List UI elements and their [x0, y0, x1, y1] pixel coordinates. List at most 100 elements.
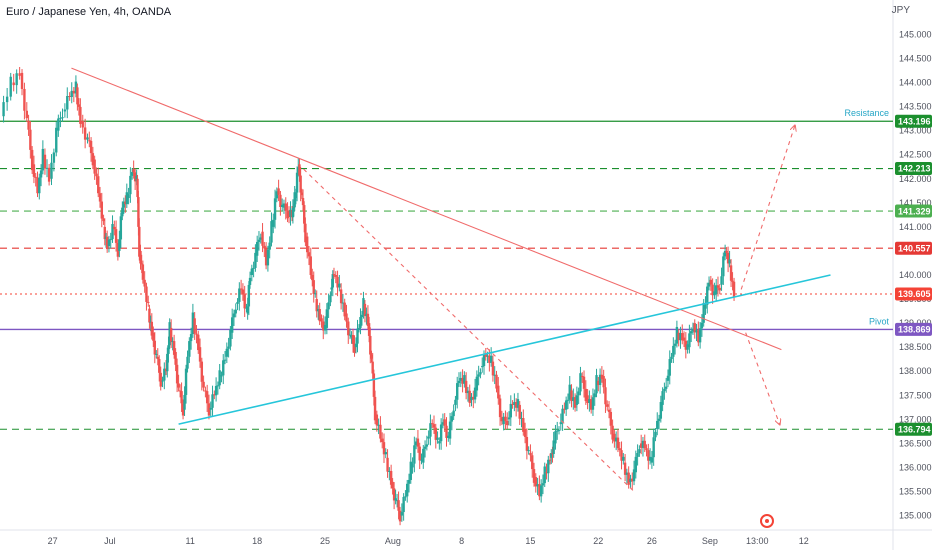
candle-body	[464, 380, 468, 394]
candle-body	[191, 312, 195, 335]
candle-body	[331, 274, 334, 288]
candle-body	[420, 459, 423, 461]
candle-body	[377, 424, 380, 426]
candle-body	[411, 463, 414, 468]
candle-body	[664, 386, 668, 389]
candle-body	[32, 164, 36, 177]
candle-body	[81, 121, 84, 128]
candle-body	[205, 391, 209, 404]
candle-body	[354, 343, 358, 348]
candle-body	[645, 448, 648, 451]
candle-body	[602, 376, 605, 388]
candle-body	[329, 295, 332, 303]
candle-body	[183, 394, 186, 410]
candle-body	[177, 383, 180, 388]
candle-body	[375, 414, 379, 426]
live-indicator-icon[interactable]	[760, 514, 774, 528]
y-tick-label: 144.500	[899, 53, 932, 63]
candle-body	[650, 457, 654, 463]
candle-body	[322, 321, 325, 331]
candle-body	[728, 259, 731, 264]
candle-body	[609, 411, 613, 426]
candle-body	[423, 446, 427, 449]
candle-body	[211, 394, 214, 408]
candle-body	[147, 301, 150, 303]
candle-body	[466, 390, 470, 394]
candle-body	[538, 484, 541, 497]
y-tick-label: 137.500	[899, 390, 932, 400]
candle-body	[43, 154, 47, 169]
candle-body	[119, 216, 123, 240]
x-tick-label: 11	[186, 536, 195, 546]
candle-body	[150, 321, 154, 336]
candle-body	[702, 302, 705, 323]
candle-body	[198, 347, 202, 362]
candle-body	[663, 388, 666, 392]
candle-body	[473, 387, 477, 400]
candle-body	[507, 417, 511, 420]
candle-body	[300, 192, 304, 196]
candle-body	[556, 430, 559, 432]
price-tag-level-141329	[895, 204, 932, 218]
candle-body	[684, 340, 688, 350]
candle-body	[357, 327, 361, 329]
candle-body	[454, 399, 457, 405]
candle-body	[434, 427, 437, 440]
candle-body	[320, 318, 323, 322]
candle-body	[666, 375, 670, 381]
candle-body	[45, 167, 49, 169]
candle-body	[431, 423, 434, 425]
candle-body	[391, 481, 394, 489]
candle-body	[5, 96, 9, 103]
candle-body	[436, 437, 439, 440]
candle-body	[586, 395, 589, 403]
candle-body	[529, 453, 532, 456]
y-tick-label: 142.000	[899, 174, 932, 184]
candle-body	[91, 153, 95, 166]
candle-body	[66, 96, 69, 110]
candle-body	[197, 334, 200, 351]
candle-body	[509, 403, 512, 418]
y-tick-label: 136.500	[899, 438, 932, 448]
candle-body	[432, 424, 436, 428]
candle-body	[275, 191, 279, 199]
candle-body	[548, 459, 552, 461]
candle-body	[325, 309, 329, 328]
candle-body	[121, 207, 124, 217]
candle-body	[178, 390, 182, 392]
candle-body	[209, 407, 212, 410]
candle-body	[657, 418, 661, 421]
candle-body	[557, 429, 561, 431]
candle-body	[268, 242, 271, 250]
candle-body	[243, 294, 246, 309]
candle-body	[122, 201, 126, 208]
price-tag-label: 142.213	[898, 164, 931, 174]
candle-body	[193, 318, 196, 334]
candle-body	[109, 239, 112, 241]
candle-body	[677, 332, 680, 341]
candle-body	[214, 385, 218, 396]
candle-body	[195, 333, 198, 335]
candle-body	[29, 129, 32, 150]
candle-body	[232, 313, 236, 318]
candle-body	[406, 483, 409, 497]
candle-body	[155, 353, 158, 355]
candle-body	[38, 177, 41, 194]
candle-body	[656, 420, 659, 429]
candle-body	[652, 437, 655, 458]
candle-body	[107, 239, 111, 247]
candle-body	[525, 436, 529, 451]
candle-body	[689, 331, 693, 334]
candle-body	[593, 393, 596, 398]
price-tag-label: 141.329	[898, 206, 931, 216]
candle-body	[620, 450, 623, 461]
candle-body	[713, 291, 716, 296]
candle-body	[459, 377, 462, 381]
candle-body	[359, 317, 362, 328]
candle-body	[488, 355, 491, 363]
candle-body	[634, 456, 638, 473]
candle-body	[156, 356, 159, 360]
candle-body	[409, 461, 412, 480]
